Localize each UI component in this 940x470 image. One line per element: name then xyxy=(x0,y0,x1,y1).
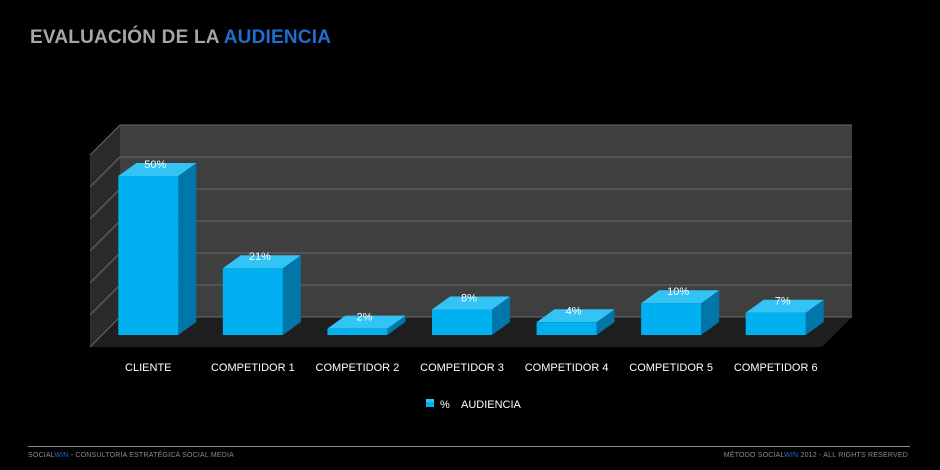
audience-bar-chart: 50% CLIENTE 21% COMPETIDOR 1 2% COMPETIDOR 2 8… xyxy=(89,124,852,411)
gridline-side xyxy=(89,284,121,316)
category-label: CLIENTE xyxy=(125,362,171,374)
bar xyxy=(432,309,492,335)
bar-side xyxy=(701,290,720,335)
bar xyxy=(118,176,179,335)
data-label: 10% xyxy=(667,286,689,298)
chart-labels: 50% CLIENTE 21% COMPETIDOR 1 2% COMPETIDOR 2 8… xyxy=(125,159,818,374)
bar xyxy=(327,328,388,335)
bar xyxy=(641,303,702,335)
bar-side xyxy=(596,309,615,335)
title-highlight: AUDIENCIA xyxy=(223,27,332,48)
legend-swatch xyxy=(426,399,434,407)
bar-side xyxy=(805,299,824,335)
bar xyxy=(222,268,283,335)
bar-top xyxy=(641,290,720,304)
bar-top xyxy=(327,315,406,329)
bar-side xyxy=(178,163,197,335)
category-label: COMPETIDOR 1 xyxy=(211,362,295,374)
chart-legend: % AUDIENCIA xyxy=(426,399,522,411)
title-main: EVALUACIÓN DE LA xyxy=(30,27,219,48)
bar xyxy=(536,322,597,335)
page-title: EVALUACIÓN DE LA AUDIENCIA xyxy=(30,27,331,49)
gridline-side xyxy=(89,124,121,156)
chart-bars xyxy=(118,163,824,335)
footer-divider xyxy=(28,446,910,447)
category-label: COMPETIDOR 6 xyxy=(734,362,818,374)
bar-top xyxy=(536,309,615,323)
category-label: COMPETIDOR 4 xyxy=(525,362,609,374)
bar-side xyxy=(492,296,510,335)
bar-top xyxy=(745,299,824,313)
bar-top xyxy=(222,255,301,269)
gridline-side xyxy=(89,188,121,220)
bar-top xyxy=(118,163,197,176)
legend-label-symbol: % xyxy=(440,399,450,411)
gridline-side xyxy=(89,220,121,252)
gridline-side xyxy=(89,156,121,188)
data-label: 7% xyxy=(775,296,791,308)
bar-side xyxy=(282,255,301,335)
bar-top xyxy=(432,296,510,310)
legend-label-text: AUDIENCIA xyxy=(461,399,522,411)
category-label: COMPETIDOR 2 xyxy=(316,362,400,374)
data-label: 8% xyxy=(461,293,477,305)
category-label: COMPETIDOR 5 xyxy=(629,362,713,374)
category-label: COMPETIDOR 3 xyxy=(420,362,504,374)
data-label: 50% xyxy=(144,159,166,171)
data-label: 21% xyxy=(249,251,271,263)
data-label: 4% xyxy=(566,305,582,317)
footer-right: MÉTODO SOCIALWIN 2012 - ALL RIGHTS RESER… xyxy=(723,452,908,459)
gridline-side xyxy=(89,252,121,284)
bar xyxy=(745,312,806,335)
legend-swatch-top xyxy=(426,399,434,402)
bar-side xyxy=(387,315,406,335)
footer-left: SOCIALWIN - CONSULTORÍA ESTRATÉGICA SOCI… xyxy=(28,452,235,459)
data-label: 2% xyxy=(356,312,372,324)
gridline-side xyxy=(89,316,121,348)
